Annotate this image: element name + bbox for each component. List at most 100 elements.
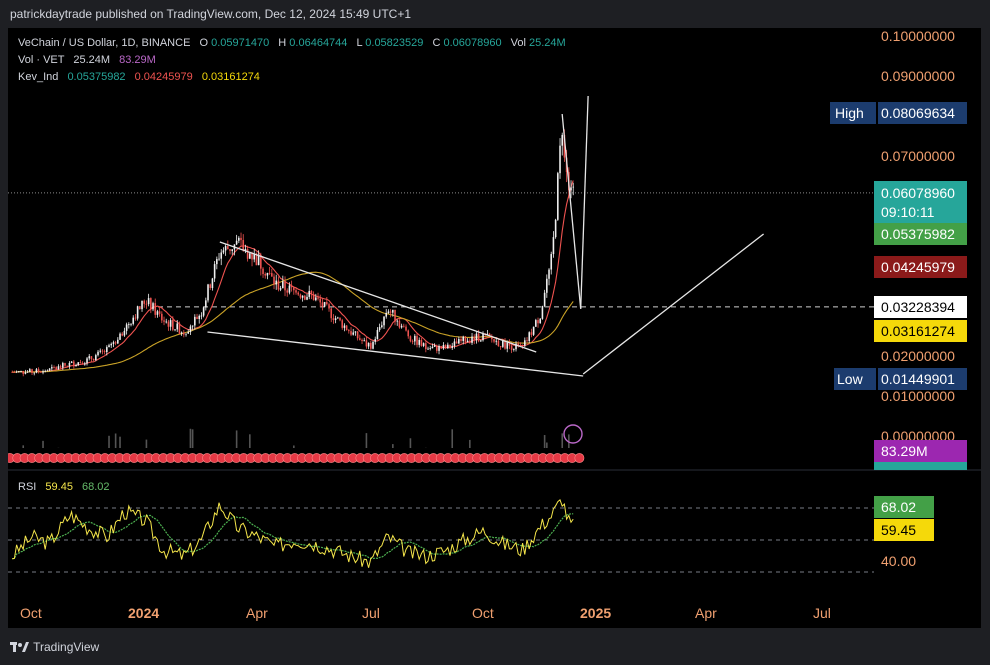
candle-body (194, 316, 196, 326)
chart-frame[interactable]: VeChain / US Dollar, 1D, BINANCE O 0.059… (5, 28, 981, 628)
candle-body (497, 340, 500, 347)
legend-open: 0.05971470 (211, 37, 269, 49)
candle-body (97, 351, 99, 356)
candle-body (117, 339, 119, 344)
candle-body (185, 333, 187, 335)
candle-body (92, 359, 95, 361)
candle-body (466, 340, 469, 343)
candle-body (209, 284, 212, 289)
candle-body (370, 342, 372, 349)
candle-body (143, 300, 146, 304)
event-flags[interactable] (5, 424, 585, 463)
candle-body (352, 332, 355, 335)
legend: VeChain / US Dollar, 1D, BINANCE O 0.059… (18, 37, 566, 83)
candle-body (521, 345, 524, 347)
candle-body (75, 365, 77, 367)
candle-body (462, 336, 465, 341)
candle-body (125, 324, 128, 331)
candle-body (381, 325, 383, 328)
high-value: 0.08069634 (881, 105, 955, 121)
candle-body (62, 363, 64, 368)
candle-body (308, 290, 311, 297)
time-label: Jul (813, 605, 831, 621)
candle-body (337, 317, 339, 319)
candle-body (315, 297, 317, 301)
candle-body (361, 339, 363, 341)
candle-body (90, 356, 93, 360)
candle-body (255, 253, 258, 266)
rsi-panel[interactable] (8, 498, 874, 573)
candle-body (70, 361, 73, 363)
candle-body (178, 323, 181, 334)
candle-body (273, 276, 275, 285)
candle-body (546, 278, 548, 293)
candle-body (268, 272, 271, 274)
candle-body (128, 324, 130, 325)
candle-body (169, 320, 172, 327)
candle-body (464, 336, 467, 343)
candle-body (486, 333, 489, 335)
candle-body (44, 370, 47, 372)
candle-body (541, 306, 544, 319)
candle-body (458, 339, 460, 344)
candle-body (134, 317, 137, 319)
candle-body (348, 330, 350, 332)
trendlines[interactable] (207, 95, 764, 377)
candle-body (211, 278, 214, 289)
candle-body (343, 325, 346, 328)
candle-body (517, 343, 520, 345)
candle-body (297, 292, 300, 295)
candle-body (106, 347, 108, 353)
candle-body (253, 253, 256, 260)
candle-body (257, 254, 260, 266)
time-label: Jul (362, 605, 380, 621)
kev-b: 0.04245979 (135, 71, 193, 83)
low-marker: Low 0.01449901 (834, 368, 967, 390)
candle-body (400, 325, 403, 328)
footer: TradingView (0, 628, 990, 665)
kev-label: Kev_Ind (18, 71, 58, 83)
candle-body (64, 363, 66, 366)
chart-svg[interactable]: VeChain / US Dollar, 1D, BINANCE O 0.059… (5, 28, 981, 628)
price-tick: 0.09000000 (881, 68, 955, 84)
candle-body (84, 363, 86, 365)
candle-body (363, 340, 366, 342)
candle-body (246, 249, 249, 259)
candle-body (453, 341, 456, 346)
rsi-tag: 59.45 (881, 522, 916, 538)
candle-body (198, 315, 201, 319)
projection-up-line (580, 95, 589, 309)
candle-body (524, 340, 526, 346)
candle-body (200, 315, 203, 317)
candle-body (161, 313, 163, 321)
candle-body (306, 296, 308, 300)
candle-body (312, 294, 315, 301)
kev-a-tag-text: 0.05375982 (881, 226, 955, 242)
candle-body (502, 340, 504, 347)
candle-body (392, 309, 394, 313)
last-price-tag: 0.06078960 09:10:11 (874, 181, 967, 223)
candle-body (425, 343, 427, 350)
candle-body (345, 325, 348, 331)
candle-body (147, 298, 150, 305)
candle-body (48, 368, 51, 371)
candle-body (18, 371, 20, 372)
candle-body (119, 333, 121, 340)
rsi-ma-tag: 68.02 (881, 499, 916, 515)
candle-body (24, 372, 27, 374)
candle-body (33, 372, 36, 374)
vol-row-label: Vol · VET (18, 54, 65, 66)
candle-body (264, 274, 267, 276)
candle-body (227, 246, 229, 250)
candle-body (374, 339, 377, 342)
candle-body (110, 343, 113, 346)
tradingview-logo-icon[interactable]: TradingView (10, 640, 99, 654)
candle-body (229, 249, 231, 251)
candle-body (383, 316, 385, 326)
candle-body (438, 346, 440, 351)
candle-body (365, 340, 368, 347)
candle-body (35, 369, 38, 373)
candle-body (141, 300, 143, 310)
time-axis[interactable]: Oct 2024 Apr Jul Oct 2025 Apr Jul (20, 605, 831, 621)
high-label: High (835, 105, 864, 121)
